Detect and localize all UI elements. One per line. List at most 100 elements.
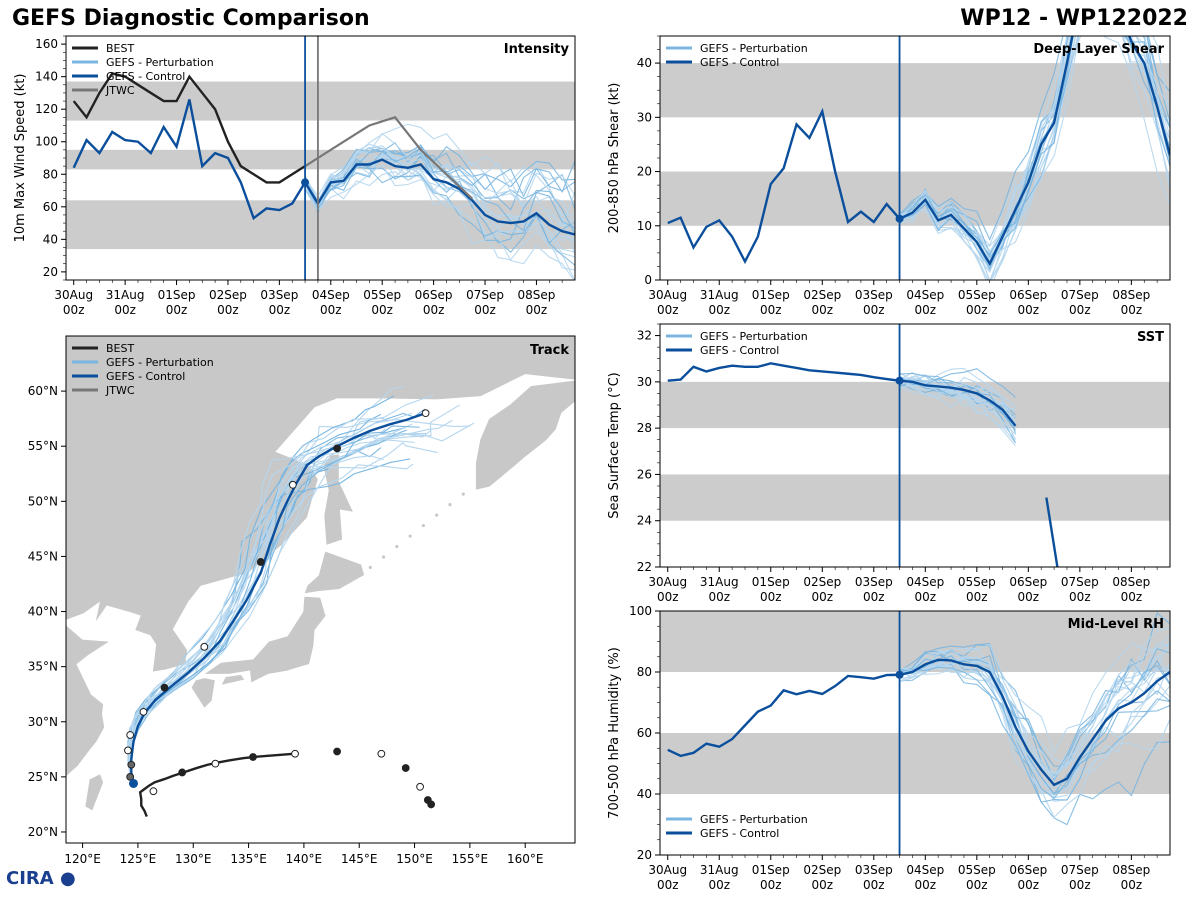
intensity-xtick-label-hour: 00z [114,303,136,317]
sst-band-0 [660,474,1170,521]
shear-xtick-label-hour: 00z [708,303,730,317]
rh-xtick-label-hour: 00z [863,878,885,892]
logo-text: CIRA [6,868,54,889]
track-ytick-label: 60°N [28,384,58,398]
rh-legend-label: GEFS - Perturbation [700,813,808,826]
rh-xtick-label-hour: 00z [966,878,988,892]
intensity-xtick-label: 02Sep [209,288,247,302]
track-forecast-point [416,782,424,791]
intensity-xtick-label-hour: 00z [423,303,445,317]
land-kuril-island [368,565,372,570]
track-ytick-label: 40°N [28,605,58,619]
shear-xtick-label-hour: 00z [863,303,885,317]
track-gefs-control [130,412,427,784]
land-taiwan [84,772,105,812]
rh-title: Mid-Level RH [1068,617,1164,632]
track-perturbation-member [127,417,385,784]
land-shikoku [219,673,247,687]
sst-legend-label: GEFS - Perturbation [700,330,808,343]
shear-xtick-label-hour: 00z [811,303,833,317]
shear-xtick-label: 06Sep [1009,288,1047,302]
sst-xtick-label: 31Aug [700,575,739,589]
intensity-ytick-label: 120 [35,102,58,116]
track-forecast-point [427,800,436,809]
land-china-coast [66,624,112,778]
track-jtwc-point [124,746,132,755]
land-kyushu [190,677,216,710]
rh-xtick-label-hour: 00z [1018,878,1040,892]
sst-frame [659,323,1171,568]
track-control-point [333,444,341,453]
intensity-perturbation-member [304,166,575,266]
intensity-series-best [72,72,306,184]
rh-xtick-label: 06Sep [1009,863,1047,877]
intensity-xtick-label: 07Sep [466,288,504,302]
track-legend-label: GEFS - Perturbation [106,356,214,369]
sst-xtick-label-hour: 00z [811,590,833,604]
track-forecast-point [333,747,341,756]
sst-xtick-label-hour: 00z [708,590,730,604]
rh-band-1 [660,611,1170,672]
intensity-perturbation-member [304,155,575,215]
shear-xtick-label: 01Sep [752,288,790,302]
rh-xtick-label-hour: 00z [708,878,730,892]
land-sakhalin [322,453,355,547]
sst-xtick-label: 08Sep [1112,575,1150,589]
shear-xtick-label-hour: 00z [1121,303,1143,317]
rh-plot-area [660,611,1170,826]
intensity-ytick-label: 60 [43,200,58,214]
intensity-xtick-label: 31Aug [106,288,145,302]
land-honshu [201,595,327,684]
sst-xtick-label: 07Sep [1061,575,1099,589]
sst-plot-area [660,362,1170,567]
rh-perturbation-member [899,655,1170,800]
shear-ylabel: 200-850 hPa Shear (kt) [607,83,622,234]
rh-xtick-label-hour: 00z [657,878,679,892]
shear-perturbation-member [899,36,1170,270]
rh-ytick-label: 100 [629,604,652,618]
track-jtwc-point [126,772,135,781]
sst-xtick-label-hour: 00z [1069,590,1091,604]
intensity-xtick-label-hour: 00z [166,303,188,317]
sst-ytick-label: 32 [637,329,652,343]
intensity-xtick-label: 30Aug [54,288,93,302]
rh-xtick-label: 08Sep [1112,863,1150,877]
land-kuril-island [448,503,452,507]
track-perturbation-member [128,442,438,784]
intensity-legend-label: GEFS - Perturbation [106,56,214,69]
sst-xtick-label-hour: 00z [1121,590,1143,604]
track-control-point [200,642,209,651]
track-frame [65,335,576,844]
shear-xtick-label-hour: 00z [915,303,937,317]
sst-xtick-label-hour: 00z [966,590,988,604]
storm-id-title: WP12 - WP122022 [960,6,1188,31]
track-ytick-label: 45°N [28,549,58,563]
track-xtick-label: 150°E [396,852,433,866]
track-title: Track [530,343,569,358]
shear-perturbation-member [899,36,1170,280]
shear-ytick-label: 0 [644,273,652,287]
shear-perturbation-member [899,36,1170,247]
sst-perturbation-member [899,375,1016,412]
track-best-point [291,749,299,758]
intensity-perturbation-member [304,163,575,230]
sst-xtick-label: 03Sep [855,575,893,589]
intensity-xtick-label: 05Sep [363,288,401,302]
track-ytick-label: 30°N [28,715,58,729]
shear-xtick-label: 30Aug [648,288,687,302]
intensity-xtick-label-hour: 00z [63,303,85,317]
rh-xtick-label-hour: 00z [760,878,782,892]
track-legend-label: GEFS - Control [106,370,185,383]
intensity-band-2 [66,81,575,121]
track-control-point [421,409,430,418]
track-ytick-label: 25°N [28,770,58,784]
intensity-xtick-label-hour: 00z [371,303,393,317]
rh-ytick-label: 60 [637,726,652,740]
rh-legend-label: GEFS - Control [700,827,779,840]
shear-ytick-label: 40 [637,56,652,70]
track-xtick-label: 145°E [341,852,378,866]
shear-legend-label: GEFS - Perturbation [700,42,808,55]
rh-perturbation-member [899,663,1170,802]
land-kuril-island [421,523,426,528]
rh-xtick-label: 04Sep [906,863,944,877]
